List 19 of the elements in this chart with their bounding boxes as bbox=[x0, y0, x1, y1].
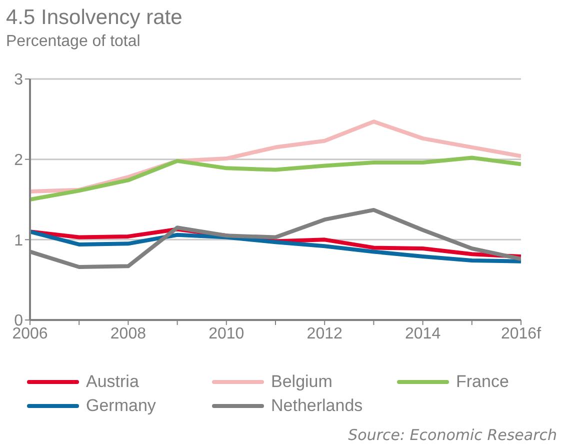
legend-label: Netherlands bbox=[271, 396, 363, 416]
x-tick-label: 2008 bbox=[110, 325, 146, 342]
x-tick-label: 2006 bbox=[12, 325, 48, 342]
y-tick-label: 1 bbox=[14, 232, 24, 250]
chart-title: 4.5 Insolvency rate bbox=[6, 6, 182, 30]
x-tick-label: 2012 bbox=[306, 325, 342, 342]
line-series bbox=[30, 230, 521, 264]
y-tick-label: 2 bbox=[14, 152, 24, 170]
line-series bbox=[30, 156, 521, 202]
source-note: Source: Economic Research bbox=[348, 426, 557, 444]
legend-label: Belgium bbox=[271, 372, 332, 392]
x-tick-label: 2016f bbox=[500, 325, 542, 342]
y-tick-label: 3 bbox=[14, 72, 24, 89]
chart-subtitle: Percentage of total bbox=[6, 32, 140, 52]
legend-label: Austria bbox=[86, 372, 139, 392]
x-tick-label: 2014 bbox=[405, 325, 441, 342]
legend-label: Germany bbox=[86, 396, 156, 416]
legend-label: France bbox=[456, 372, 509, 392]
x-tick-label: 2010 bbox=[208, 325, 244, 342]
